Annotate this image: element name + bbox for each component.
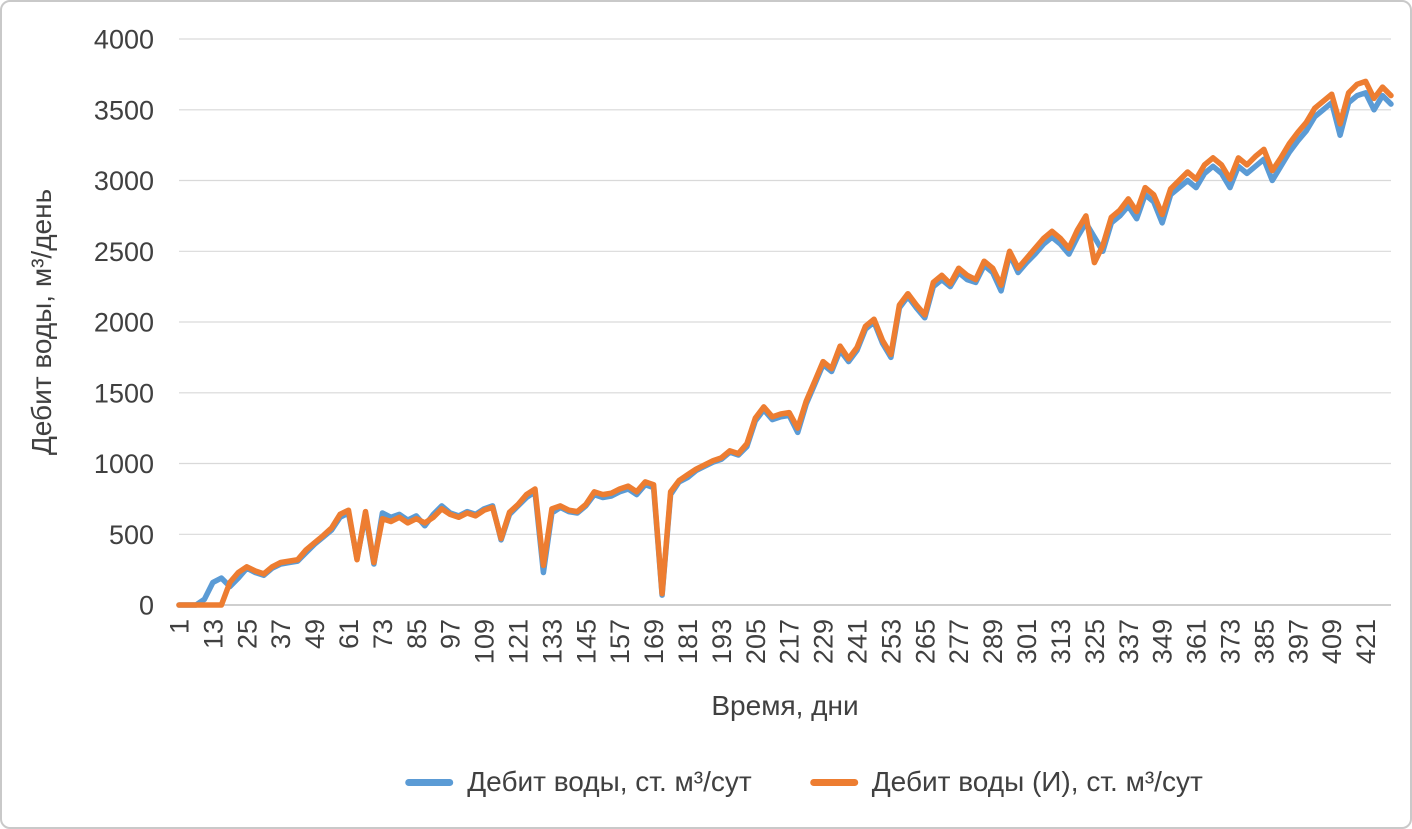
y-tick-label: 500 (109, 520, 154, 550)
x-tick-label: 1 (165, 619, 195, 634)
x-tick-label: 241 (843, 619, 873, 664)
legend-swatch-orange-line (809, 778, 858, 786)
legend-label-water-rate: Дебит воды, ст. м³/сут (467, 766, 752, 797)
x-tick-label: 145 (571, 619, 601, 664)
y-tick-label: 1500 (94, 378, 154, 408)
y-tick-label: 2500 (94, 237, 154, 267)
x-tick-label: 193 (707, 619, 737, 664)
x-tick-label: 361 (1182, 619, 1212, 664)
y-tick-label: 2000 (94, 308, 154, 338)
x-tick-label: 217 (775, 619, 805, 664)
x-tick-label: 97 (436, 619, 466, 649)
x-tick-label: 409 (1317, 619, 1347, 664)
y-tick-label: 3500 (94, 95, 154, 125)
x-tick-label: 13 (198, 619, 228, 649)
x-tick-label: 289 (978, 619, 1008, 664)
x-tick-label: 313 (1046, 619, 1076, 664)
legend-swatch-blue-line (405, 778, 454, 786)
legend-item-water-rate-calculated: Дебит воды (И), ст. м³/сут (809, 766, 1203, 798)
x-tick-label: 109 (470, 619, 500, 664)
x-tick-label: 349 (1148, 619, 1178, 664)
y-tick-label: 0 (139, 591, 154, 621)
x-axis-title: Время, дни (711, 690, 859, 721)
x-tick-label: 37 (266, 619, 296, 649)
x-tick-label: 421 (1351, 619, 1381, 664)
x-tick-label: 25 (232, 619, 262, 649)
x-tick-label: 61 (334, 619, 364, 649)
x-tick-label: 337 (1114, 619, 1144, 664)
x-tick-label: 49 (300, 619, 330, 649)
x-tick-label: 301 (1012, 619, 1042, 664)
x-tick-label: 205 (741, 619, 771, 664)
x-tick-label: 133 (537, 619, 567, 664)
y-tick-label: 1000 (94, 449, 154, 479)
x-tick-label: 397 (1283, 619, 1313, 664)
x-tick-label: 229 (809, 619, 839, 664)
y-tick-label: 3000 (94, 166, 154, 196)
x-tick-label: 181 (673, 619, 703, 664)
legend-label-water-rate-calculated: Дебит воды (И), ст. м³/сут (871, 766, 1203, 797)
x-tick-label: 85 (402, 619, 432, 649)
y-tick-label: 4000 (94, 25, 154, 55)
x-tick-label: 277 (944, 619, 974, 664)
x-tick-label: 73 (368, 619, 398, 649)
x-tick-label: 121 (504, 619, 534, 664)
x-tick-label: 169 (639, 619, 669, 664)
x-tick-label: 253 (876, 619, 906, 664)
x-tick-label: 385 (1249, 619, 1279, 664)
x-tick-label: 325 (1080, 619, 1110, 664)
x-tick-label: 265 (910, 619, 940, 664)
x-tick-label: 373 (1216, 619, 1246, 664)
x-tick-label: 157 (605, 619, 635, 664)
legend-item-water-rate: Дебит воды, ст. м³/сут (405, 766, 752, 798)
legend: Дебит воды, ст. м³/сут Дебит воды (И), с… (405, 766, 1203, 798)
series-line-1 (176, 78, 1394, 608)
